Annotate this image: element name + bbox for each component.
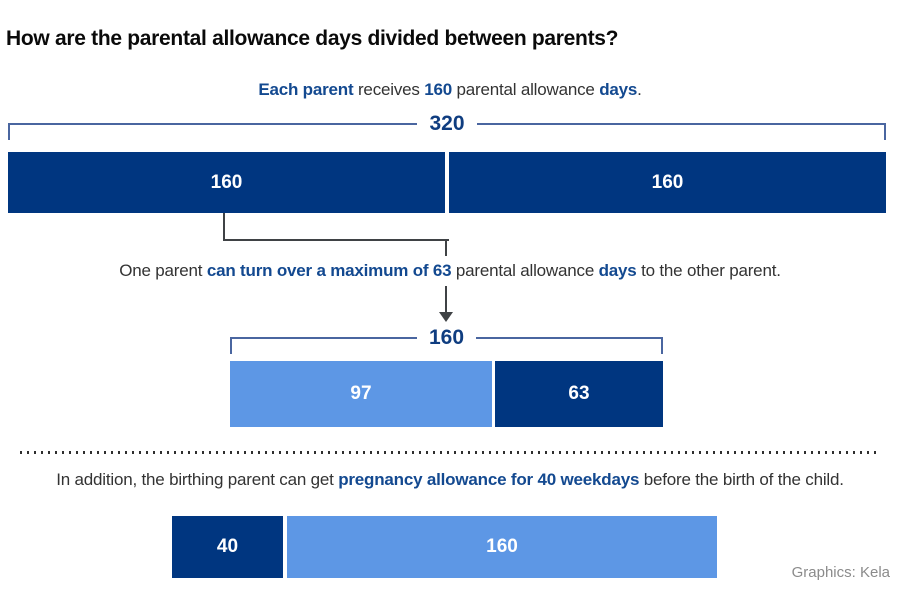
total-days-label: 320 — [429, 112, 465, 135]
down-arrow-line — [445, 286, 447, 313]
pregnancy-text: In addition, the birthing parent can get… — [56, 470, 844, 489]
bracket-right-tick — [884, 123, 887, 140]
section-divider — [20, 451, 880, 454]
page-title: How are the parental allowance days divi… — [6, 27, 619, 50]
parental-days-segment: 160 — [287, 516, 717, 578]
pregnancy-bar: 40 160 — [172, 516, 717, 578]
one-parent-bracket: 160 — [230, 326, 664, 354]
intro-text-emphasis: Each parent — [258, 80, 354, 99]
parents-allowance-bar: 160 160 — [8, 152, 886, 213]
bracket-left-tick — [8, 123, 10, 140]
one-parent-total-label: 160 — [428, 326, 465, 349]
transfer-text: One parent can turn over a maximum of 63… — [119, 261, 781, 280]
transfer-connector-line — [223, 213, 449, 241]
transfer-split-bar: 97 63 — [230, 361, 663, 427]
parent1-segment: 160 — [8, 152, 445, 213]
transferable-days-segment: 63 — [495, 361, 663, 427]
bracket-right-tick — [661, 337, 664, 354]
transfer-connector-drop — [445, 239, 447, 256]
graphics-credit: Graphics: Kela — [791, 564, 890, 581]
parent2-segment: 160 — [449, 152, 886, 213]
pregnancy-days-segment: 40 — [172, 516, 283, 578]
intro-text: Each parent receives 160 parental allowa… — [258, 80, 642, 99]
retained-days-segment: 97 — [230, 361, 492, 427]
bracket-left-tick — [230, 337, 232, 354]
down-arrow-icon — [439, 312, 453, 322]
total-days-bracket: 320 — [8, 112, 887, 140]
